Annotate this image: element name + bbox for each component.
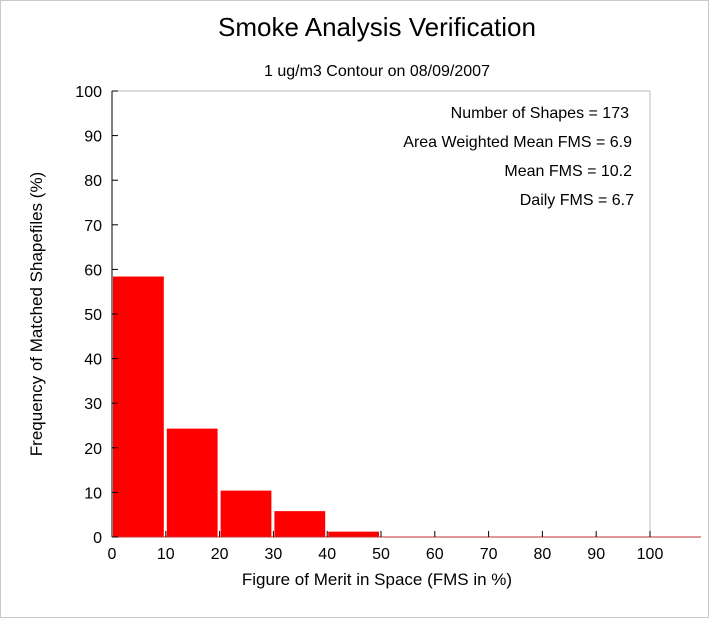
stat-daily-fms: Daily FMS = 6.7 [520,192,634,209]
x-ticks-group: 0 10 20 30 40 50 60 70 80 90 100 [108,531,664,563]
chart-title: Smoke Analysis Verification [218,12,536,42]
x-tick-label: 60 [426,546,444,563]
x-tick-label: 30 [265,546,283,563]
y-tick-label: 70 [84,218,102,235]
x-tick-label: 70 [480,546,498,563]
y-tick-label: 60 [84,262,102,279]
stat-number-of-shapes: Number of Shapes = 173 [451,105,629,122]
y-tick-label: 90 [84,129,102,146]
histogram-bar-40-50 [328,531,379,537]
x-tick-label: 0 [108,546,117,563]
y-tick-label: 80 [84,173,102,190]
x-tick-label: 50 [372,546,390,563]
y-tick-label: 10 [84,485,102,502]
x-tick-label: 20 [211,546,229,563]
y-tick-label: 20 [84,441,102,458]
y-tick-label: 30 [84,396,102,413]
histogram-bar-20-30 [220,490,272,537]
x-tick-label: 80 [534,546,552,563]
x-tick-label: 40 [318,546,336,563]
y-tick-label: 100 [75,84,102,101]
x-axis-label: Figure of Merit in Space (FMS in %) [242,570,512,589]
stat-mean-fms: Mean FMS = 10.2 [504,163,632,180]
y-axis-label: Frequency of Matched Shapefiles (%) [27,172,46,456]
chart-subtitle: 1 ug/m3 Contour on 08/09/2007 [264,63,490,80]
stat-area-weighted-mean: Area Weighted Mean FMS = 6.9 [403,134,632,151]
x-tick-label: 100 [637,546,664,563]
x-tick-label: 90 [587,546,605,563]
y-tick-label: 40 [84,352,102,369]
histogram-bar-0-10 [113,276,164,537]
histogram-bar-30-40 [274,511,326,537]
bars-group [113,276,379,537]
y-ticks-group: 0 10 20 30 40 50 60 70 80 90 100 [75,84,118,547]
x-tick-label: 10 [157,546,175,563]
y-tick-label: 0 [93,530,102,547]
y-tick-label: 50 [84,307,102,324]
stats-annotation: Number of Shapes = 173 Area Weighted Mea… [403,105,634,209]
histogram-bar-10-20 [166,428,218,537]
